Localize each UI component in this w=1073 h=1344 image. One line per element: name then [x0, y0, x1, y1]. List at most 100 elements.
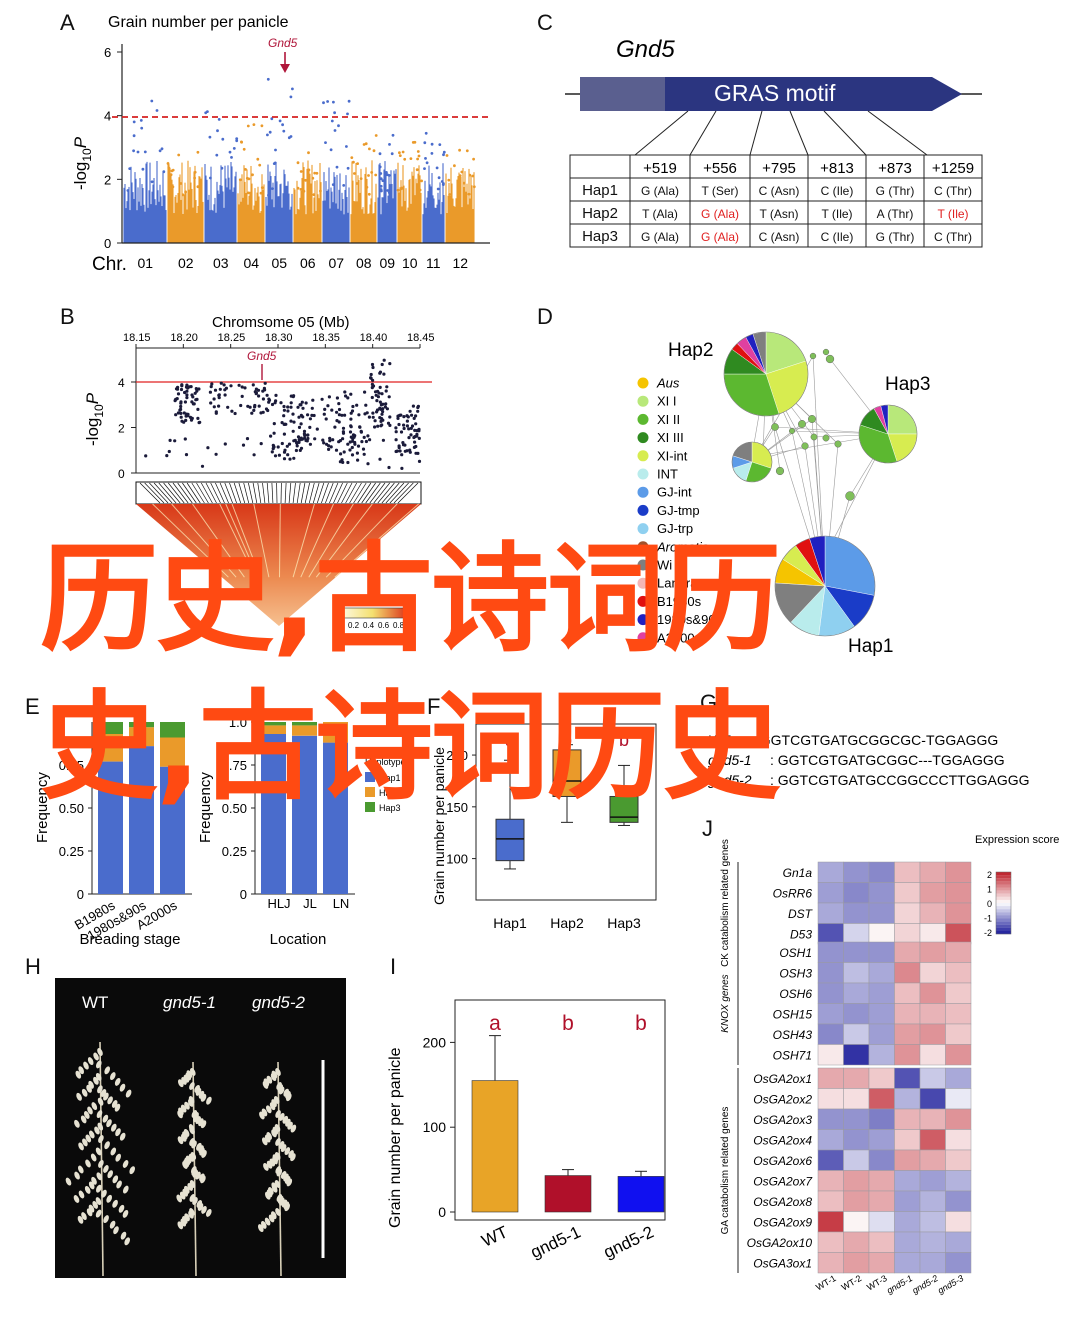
heatmap-cell [869, 1045, 895, 1066]
manhattan-point [128, 167, 131, 170]
snp-point [283, 433, 286, 436]
snp-point [399, 449, 402, 452]
heatmap-cell [869, 1130, 895, 1151]
manhattan-point [436, 167, 439, 170]
legend-label-7: GJ-tmp [657, 503, 700, 518]
manhattan-point [258, 164, 261, 167]
snp-point [348, 448, 351, 451]
y-tick-label: 6 [104, 45, 111, 60]
snp-point [260, 442, 263, 445]
snp-point [328, 395, 331, 398]
manhattan-point [417, 150, 420, 153]
table-cell: C (Ile) [821, 184, 854, 198]
manhattan-point [392, 134, 395, 137]
snp-point [368, 416, 371, 419]
heatmap-cell [844, 1212, 870, 1233]
heatmap-cell [920, 1109, 946, 1130]
snp-point [364, 404, 367, 407]
heatmap-cell [946, 1171, 972, 1192]
snp-point [185, 453, 188, 456]
manhattan-point [375, 134, 378, 137]
snp-point [351, 409, 354, 412]
snp-point [388, 415, 391, 418]
heatmap-cell [920, 1191, 946, 1212]
heatmap-cell [844, 903, 870, 924]
snp-point [296, 444, 299, 447]
legend-gradient-step [996, 903, 1011, 906]
heatmap-cell [869, 1024, 895, 1045]
snp-point [277, 445, 280, 448]
chromosome-label: 08 [356, 255, 372, 271]
manhattan-point [379, 152, 382, 155]
manhattan-point [398, 151, 401, 154]
manhattan-point [416, 168, 419, 171]
manhattan-point [431, 143, 434, 146]
gene-label: OSH15 [773, 1008, 813, 1022]
snp-point [286, 405, 289, 408]
manhattan-point [307, 151, 310, 154]
manhattan-point [267, 194, 270, 197]
manhattan-point [297, 187, 300, 190]
pie-slice [825, 536, 875, 595]
snp-point [178, 409, 181, 412]
table-cell: G (Thr) [876, 230, 915, 244]
x-axis-label: Chr. [92, 254, 127, 275]
snp-point [274, 399, 277, 402]
snp-point [252, 409, 255, 412]
manhattan-point [332, 183, 335, 186]
legend-label-5: INT [657, 467, 678, 482]
snp-point [291, 413, 294, 416]
table-header: +1259 [932, 160, 974, 177]
snp-point [306, 413, 309, 416]
manhattan-point [469, 174, 472, 177]
top-tick-label: 18.45 [407, 332, 435, 344]
snp-point [179, 402, 182, 405]
legend-gradient-step [996, 906, 1011, 909]
snp-point [321, 439, 324, 442]
panel-h: H WT gnd5-1 gnd5-2 [0, 950, 360, 1290]
snp-point [190, 419, 193, 422]
snp-point [357, 445, 360, 448]
heatmap-cell [869, 1232, 895, 1253]
legend-gradient-step [996, 891, 1011, 894]
heatmap-cell [869, 924, 895, 945]
y-tick-label: 0 [240, 887, 247, 902]
snp-point [286, 445, 289, 448]
snp-point [180, 383, 183, 386]
legend-gradient-step [996, 931, 1011, 934]
legend-gradient-step [996, 925, 1011, 928]
snp-point [346, 461, 349, 464]
snp-point [289, 420, 292, 423]
snp-point [374, 419, 377, 422]
network-node [823, 435, 829, 441]
snp-point [286, 409, 289, 412]
manhattan-point [473, 185, 476, 188]
snp-point [174, 413, 177, 416]
snp-point [185, 390, 188, 393]
heatmap-cell [844, 1109, 870, 1130]
heatmap-cell [946, 963, 972, 984]
manhattan-point [402, 151, 405, 154]
table-header: +519 [643, 160, 677, 177]
snp-point [323, 413, 326, 416]
snp-point [415, 429, 418, 432]
snp-point [336, 396, 339, 399]
manhattan-point [304, 179, 307, 182]
manhattan-point [380, 177, 383, 180]
manhattan-point [337, 124, 340, 127]
manhattan-point [379, 172, 382, 175]
snp-point [218, 393, 221, 396]
manhattan-point [412, 141, 415, 144]
snp-point [400, 430, 403, 433]
x-category-label: HLJ [267, 896, 290, 911]
manhattan-point [365, 142, 368, 145]
watermark-line-2: 史,古诗词历史 [40, 688, 779, 806]
legend-label-4: XI-int [657, 448, 688, 463]
snp-point [273, 422, 276, 425]
heatmap-cell [869, 1150, 895, 1171]
heatmap-cell [895, 1068, 921, 1089]
manhattan-point [360, 177, 363, 180]
manhattan-point [368, 148, 371, 151]
